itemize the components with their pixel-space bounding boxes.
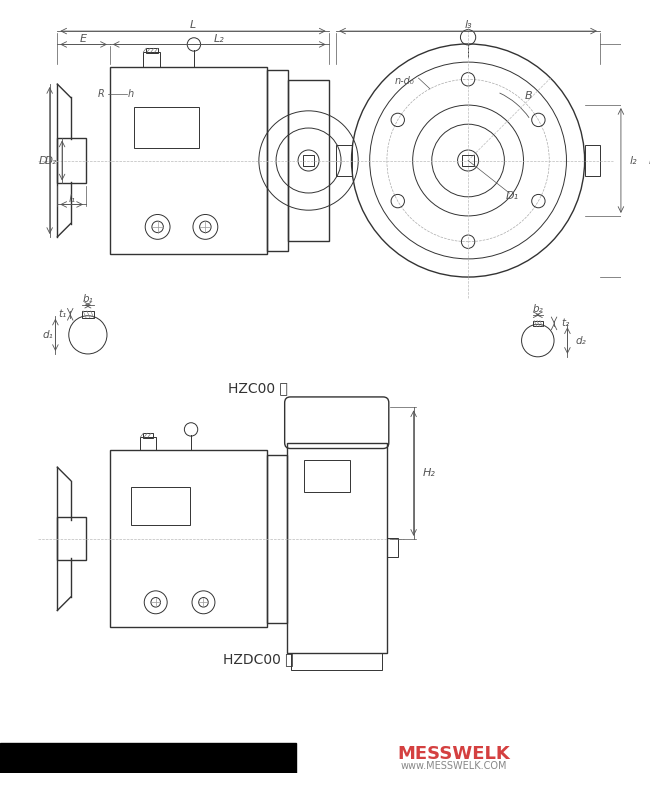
Bar: [0, 743, 296, 774]
Bar: [287, 443, 387, 653]
Bar: [140, 437, 156, 450]
Text: R: R: [98, 89, 105, 99]
Bar: [336, 146, 352, 176]
Bar: [267, 455, 287, 623]
Bar: [134, 108, 199, 148]
Bar: [57, 517, 86, 560]
Text: H₂: H₂: [423, 468, 436, 478]
Text: d₁: d₁: [42, 330, 53, 340]
Text: l₂: l₂: [629, 156, 637, 165]
Bar: [146, 48, 157, 53]
Text: E: E: [80, 34, 87, 44]
Bar: [387, 539, 398, 558]
Text: www.MESSWELK.COM: www.MESSWELK.COM: [400, 761, 507, 770]
Text: t₂: t₂: [562, 319, 570, 328]
Text: l₃: l₃: [464, 21, 472, 30]
FancyBboxPatch shape: [285, 397, 389, 448]
Text: L₂: L₂: [214, 34, 225, 44]
Text: H: H: [649, 156, 650, 165]
Text: b₁: b₁: [83, 294, 93, 305]
Bar: [143, 52, 161, 67]
Bar: [289, 80, 329, 240]
Text: h: h: [128, 89, 134, 99]
Text: b₂: b₂: [532, 304, 543, 314]
Bar: [303, 155, 315, 166]
Bar: [462, 155, 474, 166]
Bar: [304, 460, 350, 491]
Bar: [82, 311, 94, 318]
Text: d₂: d₂: [575, 335, 586, 346]
Text: t₁: t₁: [58, 309, 67, 320]
Text: HZC00 型: HZC00 型: [228, 381, 288, 396]
Bar: [533, 320, 543, 326]
Bar: [143, 433, 153, 438]
Text: D₁: D₁: [506, 191, 519, 201]
Text: l₁: l₁: [68, 194, 75, 204]
Bar: [267, 70, 289, 252]
Text: n-d₀: n-d₀: [395, 76, 414, 86]
Text: HZDC00 型: HZDC00 型: [222, 653, 293, 667]
Text: D₂: D₂: [45, 156, 57, 165]
Bar: [57, 138, 86, 184]
Bar: [291, 653, 382, 670]
Bar: [110, 67, 267, 254]
Text: B: B: [525, 91, 532, 101]
Bar: [131, 486, 190, 525]
Text: D: D: [38, 156, 47, 165]
Bar: [110, 450, 267, 627]
Bar: [584, 146, 600, 176]
Text: L: L: [190, 21, 196, 30]
Text: MESSWELK: MESSWELK: [397, 745, 510, 763]
